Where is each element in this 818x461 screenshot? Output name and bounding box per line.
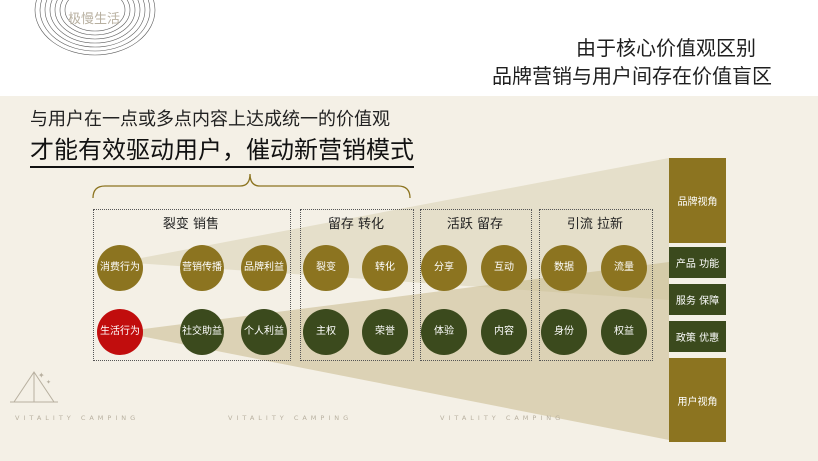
group-retention-conversion (300, 209, 414, 361)
brace (92, 173, 411, 199)
group-title-active-retention: 活跃 留存 (446, 217, 504, 232)
group-title-traffic-acquisition: 引流 拉新 (566, 217, 624, 232)
intro-line1: 与用户在一点或多点内容上达成统一的价值观 (30, 109, 390, 130)
logo: 极慢生活 (0, 0, 170, 70)
circle-honor: 荣誉 (362, 309, 408, 355)
watermark-3: VITALITY CAMPING (440, 414, 565, 422)
circle-share: 分享 (421, 245, 467, 291)
circle-content: 内容 (481, 309, 527, 355)
circle-experience: 体验 (421, 309, 467, 355)
circle-brand-benefit: 品牌利益 (241, 245, 287, 291)
group-active-retention (420, 209, 532, 361)
svg-text:✦: ✦ (46, 379, 51, 386)
service-guarantee-box: 服务 保障 (669, 284, 726, 315)
circle-identity: 身份 (541, 309, 587, 355)
group-title-fission-sales: 裂变 销售 (162, 217, 220, 232)
svg-text:✦: ✦ (38, 371, 45, 380)
intro-line2: 才能有效驱动用户，催动新营销模式 (30, 130, 414, 168)
group-fission-sales (93, 209, 291, 361)
circle-marketing-spread: 营销传播 (180, 245, 224, 291)
circle-life-behavior: 生活行为 (97, 309, 143, 355)
circle-traffic: 流量 (601, 245, 647, 291)
brand-view-box: 品牌视角 (669, 158, 726, 243)
group-title-retention-conversion: 留存 转化 (327, 217, 385, 232)
circle-interaction: 互动 (481, 245, 527, 291)
watermark-2: VITALITY CAMPING (228, 414, 353, 422)
circle-consumer-behavior: 消费行为 (97, 245, 143, 291)
tent-icon: ✦ ✦ (10, 371, 58, 403)
page-title-line1: 由于核心价值观区别 (576, 36, 756, 60)
watermark-1: VITALITY CAMPING (15, 414, 140, 422)
circle-personal-benefit: 个人利益 (241, 309, 287, 355)
user-view-box: 用户视角 (669, 358, 726, 442)
circle-social-help: 社交助益 (180, 309, 224, 355)
product-function-box: 产品 功能 (669, 247, 726, 278)
policy-discount-box: 政策 优惠 (669, 321, 726, 352)
header-area (0, 0, 818, 96)
circle-conversion: 转化 (362, 245, 408, 291)
circle-data: 数据 (541, 245, 587, 291)
circle-sovereignty: 主权 (303, 309, 349, 355)
circle-rights: 权益 (601, 309, 647, 355)
circle-fission: 裂变 (303, 245, 349, 291)
logo-swirl-icon (34, 0, 156, 56)
page-title-line2: 品牌营销与用户间存在价值盲区 (492, 64, 772, 88)
logo-text: 极慢生活 (68, 12, 121, 27)
group-traffic-acquisition (539, 209, 653, 361)
